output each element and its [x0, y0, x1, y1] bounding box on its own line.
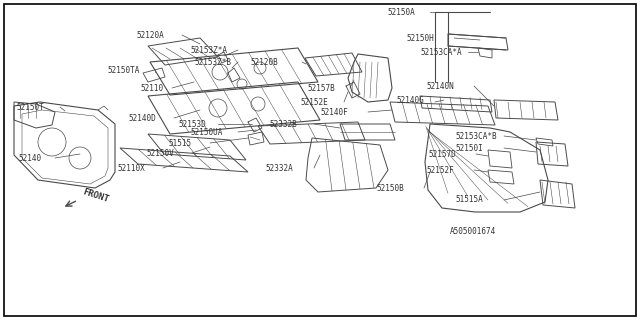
Text: 52150TA: 52150TA [107, 66, 140, 75]
Text: 52110: 52110 [140, 84, 163, 92]
Text: 52153Z*A: 52153Z*A [190, 45, 227, 54]
Text: 52150UA: 52150UA [190, 127, 222, 137]
Text: 52157B: 52157B [307, 84, 335, 92]
Text: 52153CA*B: 52153CA*B [455, 132, 497, 140]
Text: 51515A: 51515A [455, 196, 483, 204]
Text: 52152E: 52152E [300, 98, 328, 107]
Text: 52120A: 52120A [136, 30, 164, 39]
Text: 52150I: 52150I [455, 143, 483, 153]
Text: 52150A: 52150A [387, 7, 415, 17]
Text: 52140G: 52140G [396, 95, 424, 105]
Text: 52140N: 52140N [426, 82, 454, 91]
Text: 52153CA*A: 52153CA*A [420, 47, 461, 57]
Text: 52140: 52140 [18, 154, 41, 163]
Text: 52157D: 52157D [428, 149, 456, 158]
Text: 51515: 51515 [168, 139, 191, 148]
Text: 52120B: 52120B [250, 58, 278, 67]
Text: 52150H: 52150H [406, 34, 434, 43]
Text: 52332A: 52332A [265, 164, 292, 172]
Text: 52152F: 52152F [426, 165, 454, 174]
Text: 52332B: 52332B [269, 119, 297, 129]
Text: 52140F: 52140F [320, 108, 348, 116]
Text: FRONT: FRONT [82, 187, 110, 204]
Text: 52153D: 52153D [178, 119, 205, 129]
Text: 52150T: 52150T [16, 102, 44, 111]
Text: 52140D: 52140D [128, 114, 156, 123]
Text: 52153Z*B: 52153Z*B [194, 58, 231, 67]
Text: 52150B: 52150B [376, 183, 404, 193]
Text: A505001674: A505001674 [450, 228, 496, 236]
Text: 52110X: 52110X [117, 164, 145, 172]
Text: 52150V: 52150V [146, 148, 173, 157]
